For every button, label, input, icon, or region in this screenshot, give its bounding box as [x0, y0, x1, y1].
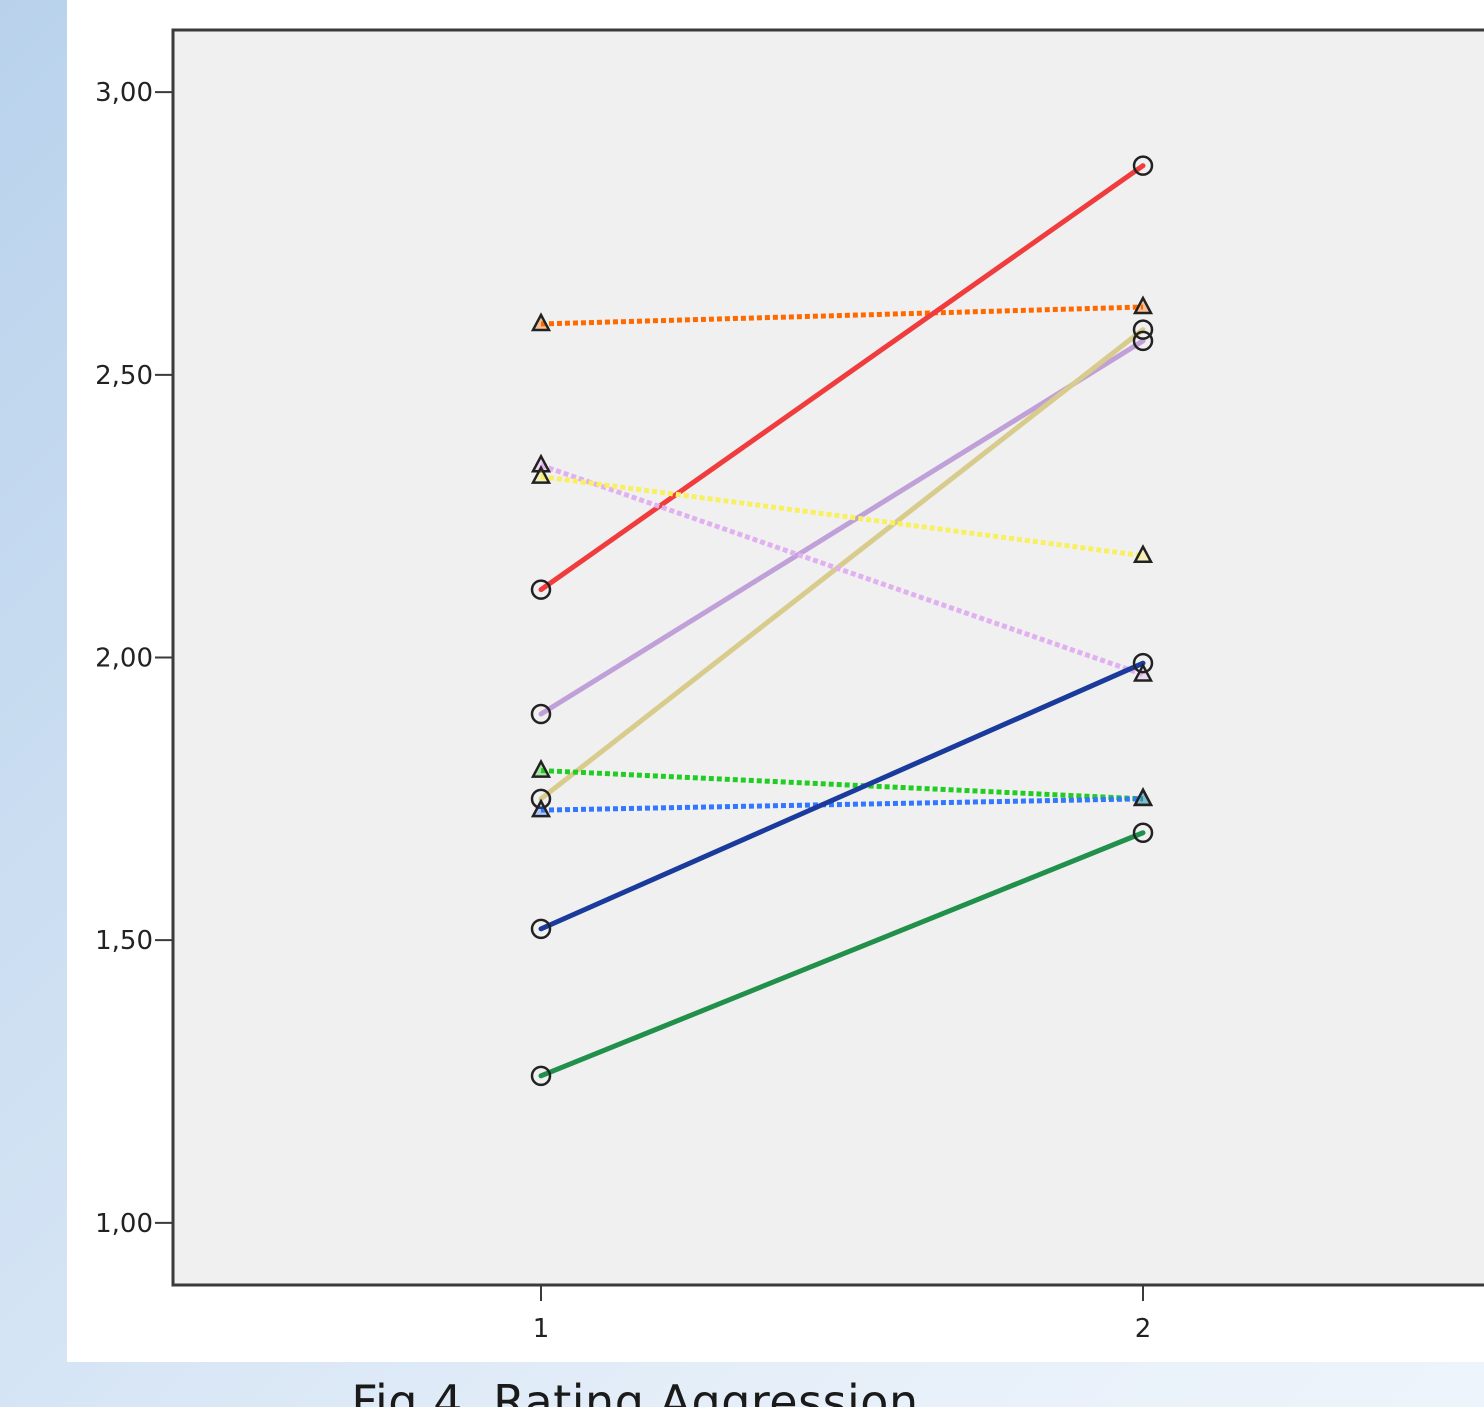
y-tick-label: 1,50 — [95, 926, 153, 956]
series-line-6 — [540, 474, 1144, 559]
y-tick-label: 2,50 — [95, 361, 153, 391]
series-line-3 — [538, 338, 1146, 717]
chart-svg: 1,00 1,50 2,00 2,50 3,00 1 2 — [95, 28, 1484, 1344]
chart-figure: 1,00 1,50 2,00 2,50 3,00 1 2 — [67, 0, 1484, 1362]
series-line-4 — [538, 327, 1146, 802]
data-point-5-1 — [530, 453, 552, 473]
data-point-2-1 — [530, 579, 552, 600]
data-point-9-2 — [1132, 652, 1154, 674]
data-point-3-1 — [530, 703, 552, 725]
series-line-8 — [540, 796, 1144, 813]
data-point-8-2 — [1132, 787, 1154, 807]
data-point-7-1 — [530, 758, 552, 778]
data-point-2-2 — [1132, 155, 1154, 176]
series-line-7 — [540, 768, 1144, 802]
data-point-10-1 — [530, 1065, 552, 1087]
data-point-4-1 — [530, 788, 552, 810]
data-point-1-1 — [530, 312, 552, 332]
y-tick-label: 1,00 — [95, 1209, 153, 1239]
data-point-3-2 — [1132, 330, 1154, 352]
figure-caption: Fig 4. Rating Aggression — [351, 1375, 919, 1407]
plot-area — [171, 28, 1484, 1287]
series-line-2 — [538, 163, 1146, 593]
data-point-6-2 — [1132, 544, 1154, 563]
data-point-4-2 — [1132, 319, 1154, 340]
series-line-10 — [538, 830, 1146, 1079]
data-point-10-2 — [1132, 822, 1154, 843]
data-point-8-1 — [530, 798, 552, 818]
series-line-5 — [540, 462, 1144, 677]
x-tick-label: 1 — [533, 1314, 550, 1344]
series-line-1 — [540, 304, 1144, 327]
x-tick-label: 2 — [1135, 1314, 1152, 1344]
data-point-1-2 — [1132, 295, 1154, 315]
series-line-9 — [538, 660, 1146, 932]
data-point-6-1 — [530, 464, 552, 484]
data-point-9-1 — [530, 918, 552, 940]
y-tick-label: 2,00 — [95, 644, 153, 674]
y-tick-label: 3,00 — [95, 78, 153, 108]
